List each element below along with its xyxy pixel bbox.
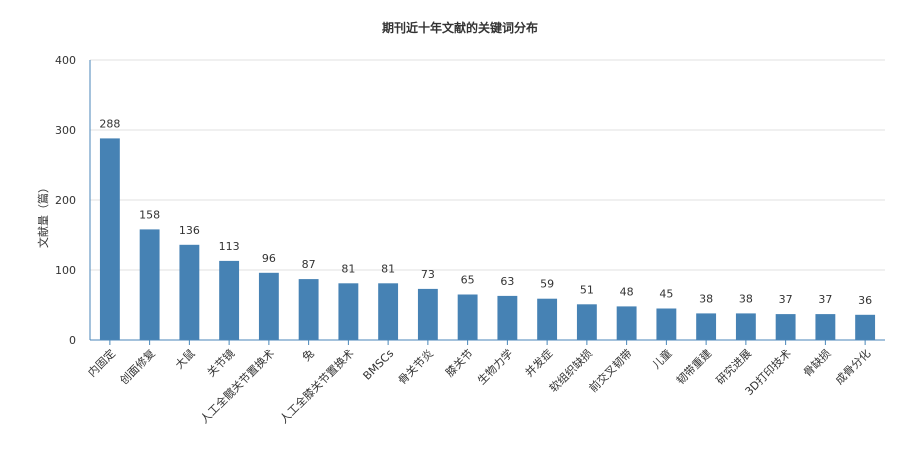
data-label: 158 [139,208,160,221]
bar[interactable] [298,279,319,340]
data-label: 96 [262,252,276,265]
x-tick-label: 内固定 [85,346,118,379]
bar[interactable] [338,283,359,340]
bar[interactable] [576,304,597,340]
x-tick-label: 生物力学 [474,346,515,387]
bar[interactable] [99,138,120,340]
bar[interactable] [775,314,796,340]
bar[interactable] [258,272,279,340]
bar[interactable] [735,313,756,340]
x-tick-label: 人工全膝关节置换术 [277,346,357,426]
data-label: 87 [302,258,316,271]
data-label: 37 [818,293,832,306]
data-label: 73 [421,268,435,281]
bar[interactable] [219,260,240,340]
x-tick-label: 成骨分化 [832,346,873,387]
bar[interactable] [815,314,836,340]
x-tick-label: 骨关节炎 [395,346,436,387]
data-label: 38 [739,292,753,305]
data-label: 63 [500,275,514,288]
x-tick-label: 前交叉韧带 [586,346,635,395]
bar[interactable] [139,229,160,340]
data-label: 136 [179,224,200,237]
chart-title: 期刊近十年文献的关键词分布 [382,20,538,35]
data-label: 48 [620,285,634,298]
bar[interactable] [179,244,200,340]
bar[interactable] [616,306,637,340]
data-label: 113 [219,240,240,253]
data-label: 288 [99,117,120,130]
x-tick-label: 韧带重建 [673,346,714,387]
bar[interactable] [497,295,518,340]
y-axis-label: 文献量（篇） [36,182,50,248]
x-tick-label: 儿童 [649,346,674,371]
bar[interactable] [417,288,438,340]
bar[interactable] [855,314,876,340]
x-tick-label: 膝关节 [443,346,476,379]
y-tick-label: 0 [69,334,76,347]
x-tick-label: 大鼠 [172,346,197,371]
grid-lines [90,59,885,271]
y-tick-label: 200 [55,194,76,207]
data-label: 81 [341,262,355,275]
x-tick-label: 并发症 [522,346,555,379]
x-tick-label: 研究进展 [713,346,754,387]
data-label: 81 [381,262,395,275]
axes [89,60,885,341]
value-labels: 288 158 136 113 96 87 81 81 73 65 63 59 51 48 45 38 38 37… [99,117,872,306]
data-label: 45 [659,288,673,301]
bar[interactable] [696,313,717,340]
y-axis-ticks: 0 100 200 300 400 [55,54,76,347]
y-tick-label: 100 [55,264,76,277]
x-tick-label: 关节镜 [204,346,237,379]
data-label: 38 [699,292,713,305]
data-label: 37 [779,293,793,306]
bar[interactable] [656,308,677,341]
data-label: 59 [540,278,554,291]
x-tick-label: 创面修复 [117,346,158,387]
bars [99,138,876,341]
x-tick-label: BMSCs [361,347,397,383]
data-label: 51 [580,283,594,296]
y-tick-label: 400 [55,54,76,67]
bar[interactable] [378,283,399,340]
x-tick-label: 人工全髋关节置换术 [197,346,277,426]
bar[interactable] [457,294,478,341]
y-tick-label: 300 [55,124,76,137]
x-tick-label: 骨缺损 [800,346,833,379]
bar[interactable] [537,298,558,340]
x-tick-label: 兔 [299,346,317,364]
data-label: 65 [461,274,475,287]
data-label: 36 [858,294,872,307]
